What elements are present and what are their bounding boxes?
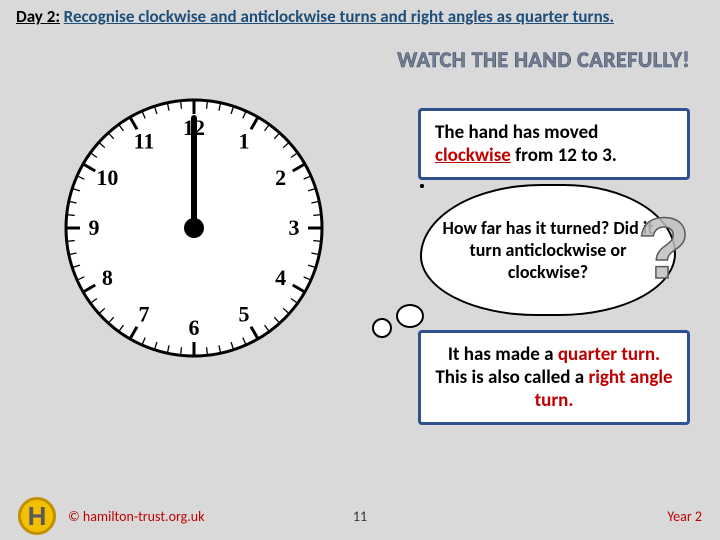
svg-text:8: 8	[102, 265, 113, 290]
box1-post: from 12 to 3.	[511, 144, 617, 167]
svg-text:11: 11	[134, 128, 155, 153]
box1-clockwise: clockwise	[435, 144, 511, 167]
copyright-symbol: ©	[68, 508, 80, 525]
svg-text:7: 7	[139, 302, 150, 327]
question-mark-icon: ?	[637, 200, 690, 299]
box2-t1: It has made a	[448, 343, 558, 366]
info-box-moved: The hand has moved clockwise from 12 to …	[418, 108, 690, 180]
slide-header: Day 2: Recognise clockwise and anticlock…	[0, 0, 720, 27]
hamilton-logo-icon: H	[18, 497, 56, 535]
box2-t2: This is also called a	[435, 366, 588, 389]
day-prefix: Day 2:	[16, 6, 60, 27]
svg-text:10: 10	[96, 165, 118, 190]
watch-caption: WATCH THE HAND CAREFULLY!	[397, 46, 690, 73]
hamilton-link[interactable]: hamilton-trust.org.uk	[83, 508, 205, 525]
clock-face: 121234567891011	[52, 86, 336, 370]
svg-text:3: 3	[289, 215, 300, 240]
info-box-answer: It has made a quarter turn. This is also…	[418, 330, 690, 425]
copyright-line: © hamilton-trust.org.uk	[68, 508, 205, 525]
svg-text:1: 1	[239, 128, 250, 153]
page-number: 11	[353, 508, 367, 525]
svg-text:4: 4	[275, 265, 286, 290]
box1-pre: The hand has moved	[435, 121, 598, 144]
lesson-title: Recognise clockwise and anticlockwise tu…	[64, 6, 614, 27]
svg-text:9: 9	[89, 215, 100, 240]
slide-footer: H © hamilton-trust.org.uk 11 Year 2	[0, 492, 720, 540]
svg-text:2: 2	[275, 165, 286, 190]
thought-bubble-small	[372, 318, 392, 338]
svg-text:6: 6	[189, 315, 200, 340]
year-label: Year 2	[667, 508, 702, 525]
box2-quarter: quarter turn.	[558, 343, 660, 366]
svg-text:5: 5	[239, 302, 250, 327]
